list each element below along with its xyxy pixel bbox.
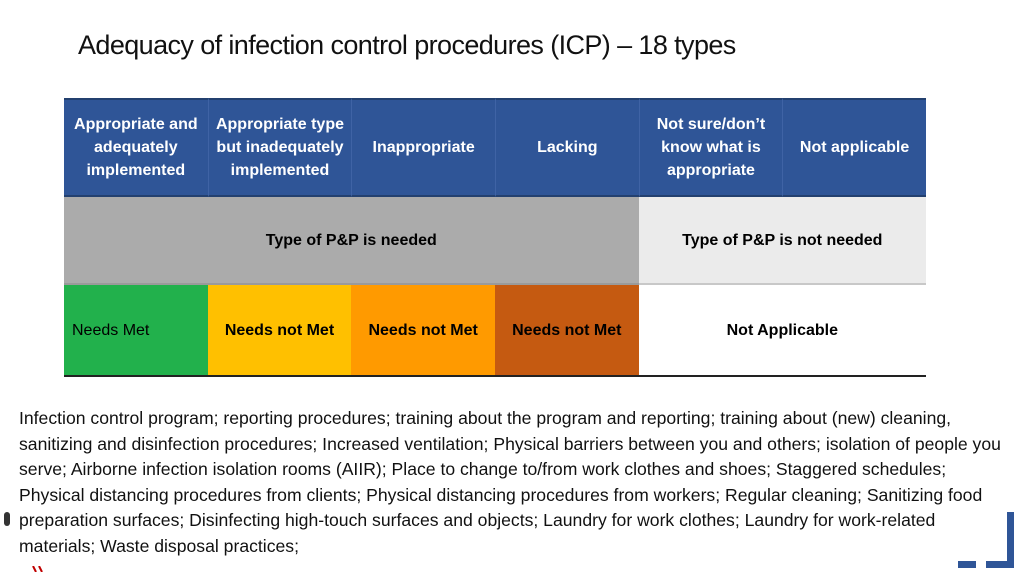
icp-types-list: Infection control program; reporting pro… — [19, 408, 1001, 556]
not-needed-cell: Type of P&P is not needed — [638, 197, 926, 285]
needed-cell: Type of P&P is needed — [64, 197, 639, 285]
not-applicable-cell: Not Applicable — [638, 285, 927, 377]
corner-bracket-icon — [958, 512, 1014, 568]
column-header-appropriate-adequate: Appropriate and adequately implemented — [64, 98, 208, 197]
needs-met-cell: Needs Met — [64, 285, 208, 377]
edge-mark — [4, 512, 10, 526]
column-header-appropriate-inadequate: Appropriate type but inadequately implem… — [207, 98, 352, 197]
needs-not-met-cell-3: Needs not Met — [494, 285, 639, 377]
column-header-lacking: Lacking — [494, 98, 639, 197]
icp-classification-table: Appropriate and adequately implemented A… — [64, 98, 927, 377]
needs-not-met-cell-1: Needs not Met — [207, 285, 352, 377]
logo-fragment-icon — [32, 566, 43, 572]
column-header-inappropriate: Inappropriate — [351, 98, 495, 197]
needs-not-met-cell-2: Needs not Met — [351, 285, 495, 377]
page-title: Adequacy of infection control procedures… — [78, 30, 736, 60]
status-row: Needs Met Needs not Met Needs not Met Ne… — [64, 285, 927, 377]
need-row: Type of P&P is needed Type of P&P is not… — [64, 197, 926, 285]
column-header-not-applicable: Not applicable — [782, 98, 926, 197]
table-header-row: Appropriate and adequately implemented A… — [64, 98, 926, 197]
column-header-not-sure: Not sure/don’t know what is appropriate — [638, 98, 783, 197]
